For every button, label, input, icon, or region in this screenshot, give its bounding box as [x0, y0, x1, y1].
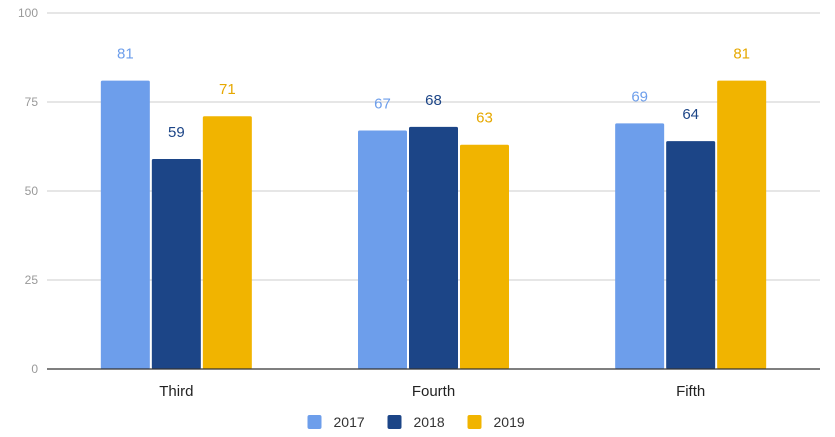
- data-label: 67: [374, 95, 391, 112]
- bar-2019-fourth: [460, 144, 509, 369]
- legend-swatch-2017: [307, 415, 322, 429]
- bar-2019-third: [202, 116, 252, 370]
- data-label: 81: [733, 46, 750, 63]
- bar-2018-fifth: [666, 141, 716, 369]
- legend-label: 2018: [414, 414, 445, 430]
- bar-2018-third: [151, 158, 201, 369]
- y-tick-label: 50: [25, 184, 39, 198]
- data-label: 63: [476, 110, 493, 127]
- legend-label: 2019: [494, 414, 525, 430]
- y-tick-label: 25: [25, 273, 39, 287]
- legend-swatch-2018: [387, 415, 402, 429]
- data-label: 59: [168, 124, 185, 141]
- bar-2018-fourth: [409, 126, 458, 369]
- data-label: 81: [117, 46, 134, 63]
- y-tick-label: 100: [18, 6, 38, 20]
- y-tick-label: 0: [31, 362, 38, 376]
- data-label: 68: [425, 92, 442, 109]
- bar-2017-fifth: [615, 123, 665, 369]
- y-tick-label: 75: [25, 95, 39, 109]
- x-tick-label: Fourth: [412, 383, 455, 400]
- data-label: 64: [682, 106, 699, 123]
- data-label: 71: [219, 81, 236, 98]
- bar-2017-fourth: [358, 130, 407, 369]
- x-tick-label: Fifth: [676, 383, 705, 400]
- data-label: 69: [631, 88, 648, 105]
- legend-swatch-2019: [467, 415, 482, 429]
- bar-2019-fifth: [717, 80, 767, 369]
- x-tick-label: Third: [159, 383, 193, 400]
- legend-label: 2017: [334, 414, 365, 430]
- bar-2017-third: [100, 80, 150, 369]
